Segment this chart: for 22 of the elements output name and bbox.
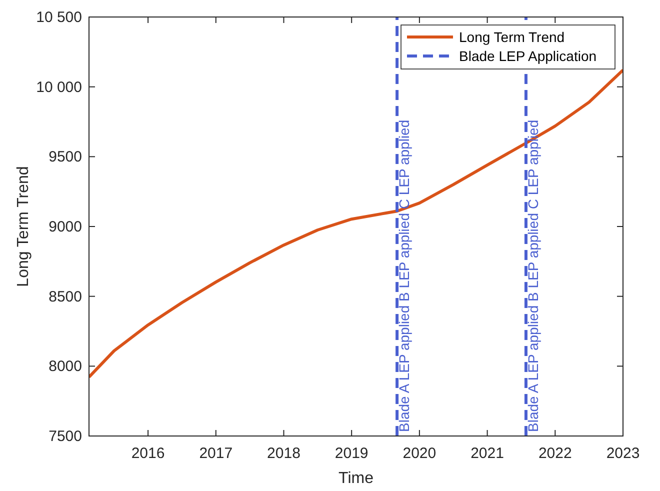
x-tick-label: 2019 [334,445,368,462]
legend-label: Blade LEP Application [459,48,597,64]
x-tick-label: 2016 [131,445,165,462]
annotation: Blade A LEP applied B LEP applied C LEP applied [396,120,412,432]
y-tick-label: 9000 [48,218,82,236]
y-tick-label: 7500 [48,428,82,445]
y-tick-label: 10 000 [36,78,82,96]
y-axis-title: Long Term Trend [15,166,32,287]
x-tick-label: 2017 [199,445,233,462]
x-axis-title: Time [338,470,374,487]
x-tick-label: 2022 [538,445,572,462]
legend-label: Long Term Trend [459,29,565,45]
line-series [89,68,623,379]
y-tick-label: 8500 [48,288,82,306]
y-tick-label: 9500 [48,148,82,166]
x-tick-label: 2023 [606,445,640,462]
x-tick-label: 2021 [470,445,504,462]
x-tick-label: 2018 [267,445,300,462]
y-tick-label: 8000 [48,358,82,376]
annotation: Blade A LEP applied B LEP applied C LEP applied [524,120,541,432]
x-tick-label: 2020 [402,445,436,462]
y-tick-label: 10 500 [36,9,82,26]
